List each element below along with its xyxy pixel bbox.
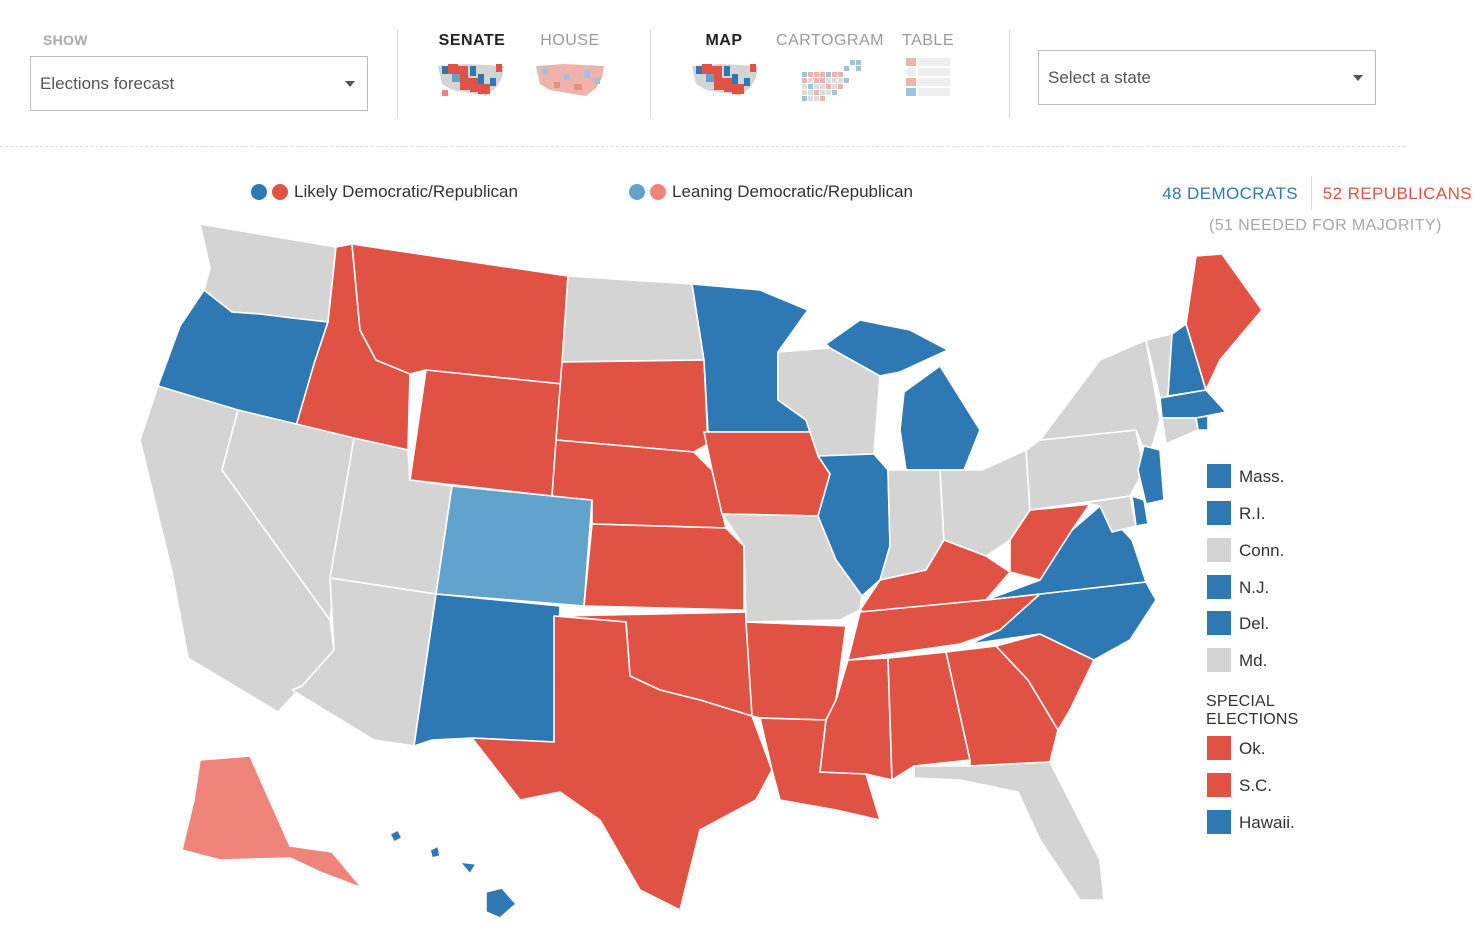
tab-table-label: TABLE bbox=[902, 32, 954, 49]
special-label-ok[interactable]: Ok. bbox=[1239, 739, 1266, 758]
map-thumbnail bbox=[692, 64, 758, 96]
senate-map-thumbnail bbox=[438, 64, 504, 96]
state-ma[interactable] bbox=[1159, 389, 1227, 419]
small-state-swatch bbox=[1207, 538, 1231, 562]
state-nc[interactable] bbox=[969, 581, 1157, 661]
small-state-label-nj[interactable]: N.J. bbox=[1239, 578, 1270, 597]
special-label-sc[interactable]: S.C. bbox=[1239, 776, 1273, 795]
state-nj[interactable] bbox=[1137, 445, 1165, 505]
show-label: SHOW bbox=[43, 32, 88, 48]
special-label-hawaii[interactable]: Hawaii. bbox=[1239, 813, 1295, 832]
house-map-thumbnail bbox=[536, 64, 604, 96]
tab-senate-label: SENATE bbox=[438, 32, 506, 49]
tab-house-label: HOUSE bbox=[540, 32, 600, 49]
divider bbox=[1009, 30, 1010, 118]
democrats-count: 48 DEMOCRATS bbox=[1162, 184, 1298, 203]
tab-senate[interactable]: SENATE bbox=[430, 32, 514, 104]
state-al[interactable] bbox=[887, 651, 971, 781]
tab-table[interactable]: TABLE bbox=[898, 32, 958, 104]
legend-leaning: Leaning Democratic/Republican bbox=[672, 182, 913, 201]
state-il[interactable] bbox=[817, 453, 891, 597]
table-thumbnail bbox=[906, 58, 950, 96]
totals-divider bbox=[1311, 176, 1312, 210]
legend-likely: Likely Democratic/Republican bbox=[294, 182, 518, 201]
state-nv[interactable] bbox=[221, 409, 355, 621]
cartogram-thumbnail bbox=[802, 60, 861, 101]
divider bbox=[650, 30, 651, 118]
chevron-down-icon bbox=[345, 80, 355, 87]
chevron-down-icon bbox=[1353, 74, 1363, 81]
state-fl[interactable] bbox=[913, 761, 1105, 901]
divider bbox=[397, 30, 398, 118]
special-swatch bbox=[1207, 810, 1231, 834]
special-elections-title-line1: SPECIAL bbox=[1206, 693, 1275, 710]
state-select-placeholder: Select a state bbox=[1048, 67, 1152, 87]
majority-note: (51 NEEDED FOR MAJORITY) bbox=[1209, 217, 1442, 234]
state-ar[interactable] bbox=[745, 621, 847, 721]
show-select[interactable]: Elections forecast bbox=[30, 56, 368, 111]
state-mt[interactable] bbox=[351, 243, 569, 385]
small-state-label-md[interactable]: Md. bbox=[1239, 651, 1268, 670]
state-wy[interactable] bbox=[409, 369, 563, 497]
state-md[interactable] bbox=[1051, 495, 1137, 533]
small-state-swatch bbox=[1207, 464, 1231, 488]
tab-cartogram[interactable]: CARTOGRAM bbox=[774, 32, 886, 104]
show-select-value: Elections forecast bbox=[40, 73, 175, 93]
state-ks[interactable] bbox=[583, 523, 745, 611]
likely-dem-dot bbox=[251, 184, 267, 200]
tab-map[interactable]: MAP bbox=[684, 32, 764, 104]
small-state-swatch bbox=[1207, 575, 1231, 599]
state-ct[interactable] bbox=[1161, 417, 1199, 445]
small-state-label-mass[interactable]: Mass. bbox=[1239, 467, 1285, 486]
special-elections-title-line2: ELECTIONS bbox=[1206, 711, 1299, 728]
republicans-count: 52 REPUBLICANS bbox=[1322, 184, 1472, 203]
small-state-swatch bbox=[1207, 611, 1231, 635]
leaning-dem-dot bbox=[629, 184, 645, 200]
section-divider bbox=[0, 146, 1405, 147]
state-ia[interactable] bbox=[703, 431, 831, 517]
small-state-label-conn[interactable]: Conn. bbox=[1239, 541, 1285, 560]
leaning-rep-dot bbox=[650, 184, 666, 200]
state-ak[interactable] bbox=[181, 755, 363, 889]
small-state-swatch bbox=[1207, 501, 1231, 525]
likely-rep-dot bbox=[272, 184, 288, 200]
tab-cartogram-label: CARTOGRAM bbox=[776, 32, 884, 49]
state-co[interactable] bbox=[435, 485, 593, 607]
small-state-label-del[interactable]: Del. bbox=[1239, 614, 1270, 633]
state-sd[interactable] bbox=[555, 359, 709, 453]
state-tx[interactable] bbox=[471, 615, 773, 911]
state-select[interactable]: Select a state bbox=[1038, 50, 1376, 105]
state-ny[interactable] bbox=[1039, 339, 1161, 461]
state-nd[interactable] bbox=[561, 275, 705, 363]
tab-map-label: MAP bbox=[705, 32, 743, 49]
state-hi[interactable] bbox=[389, 829, 517, 919]
special-swatch bbox=[1207, 736, 1231, 760]
small-state-label-ri[interactable]: R.I. bbox=[1239, 504, 1266, 523]
special-swatch bbox=[1207, 773, 1231, 797]
special-elections-title: SPECIAL ELECTIONS bbox=[1206, 693, 1299, 729]
state-nm[interactable] bbox=[413, 593, 561, 747]
tab-house[interactable]: HOUSE bbox=[530, 32, 610, 104]
small-state-swatch bbox=[1207, 648, 1231, 672]
